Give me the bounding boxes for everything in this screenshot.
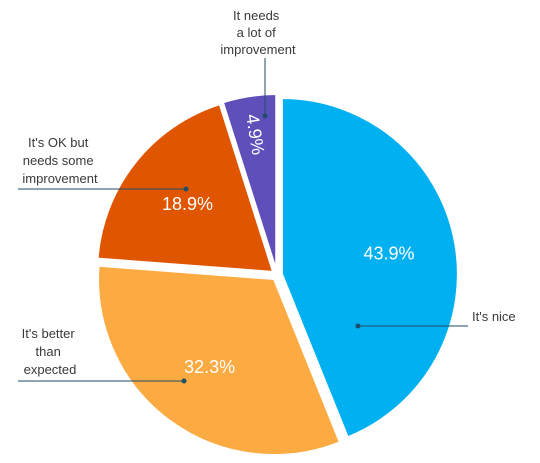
callout-line: improvement — [220, 42, 296, 57]
callout-text-ok-needs-some: It's OK but needs some improvement — [22, 135, 98, 186]
slice-value-label-1: 32.3% — [184, 357, 235, 377]
callout-line: than — [36, 344, 61, 359]
callout-text-its-nice: It's nice — [472, 309, 516, 324]
callout-line: needs some — [23, 153, 94, 168]
callout-needs-a-lot: It needs a lot of improvement — [220, 8, 296, 119]
callout-its-nice: It's nice — [355, 309, 516, 329]
slice-value-label-0: 43.9% — [364, 243, 415, 263]
callout-line: It's better — [22, 326, 76, 341]
callout-line: It needs — [233, 8, 280, 23]
callout-line: a lot of — [237, 25, 276, 40]
pie-slice-0 — [280, 97, 459, 439]
callout-line: It's OK but — [28, 135, 89, 150]
slice-value-label-2: 18.9% — [162, 194, 213, 214]
pie-value-labels: 43.9%32.3%18.9%4.9% — [162, 113, 415, 378]
callout-better-than-expected: It's better than expected — [18, 326, 187, 384]
callout-text-needs-a-lot: It needs a lot of improvement — [220, 8, 296, 57]
callout-line: improvement — [22, 171, 98, 186]
pie-slice-1 — [97, 264, 342, 457]
pie-slices — [96, 93, 459, 457]
callout-ok-needs-some: It's OK but needs some improvement — [18, 135, 189, 192]
callout-text-better-than-expected: It's better than expected — [22, 326, 79, 377]
callout-line: expected — [24, 362, 77, 377]
pie-slice-3 — [221, 93, 278, 271]
